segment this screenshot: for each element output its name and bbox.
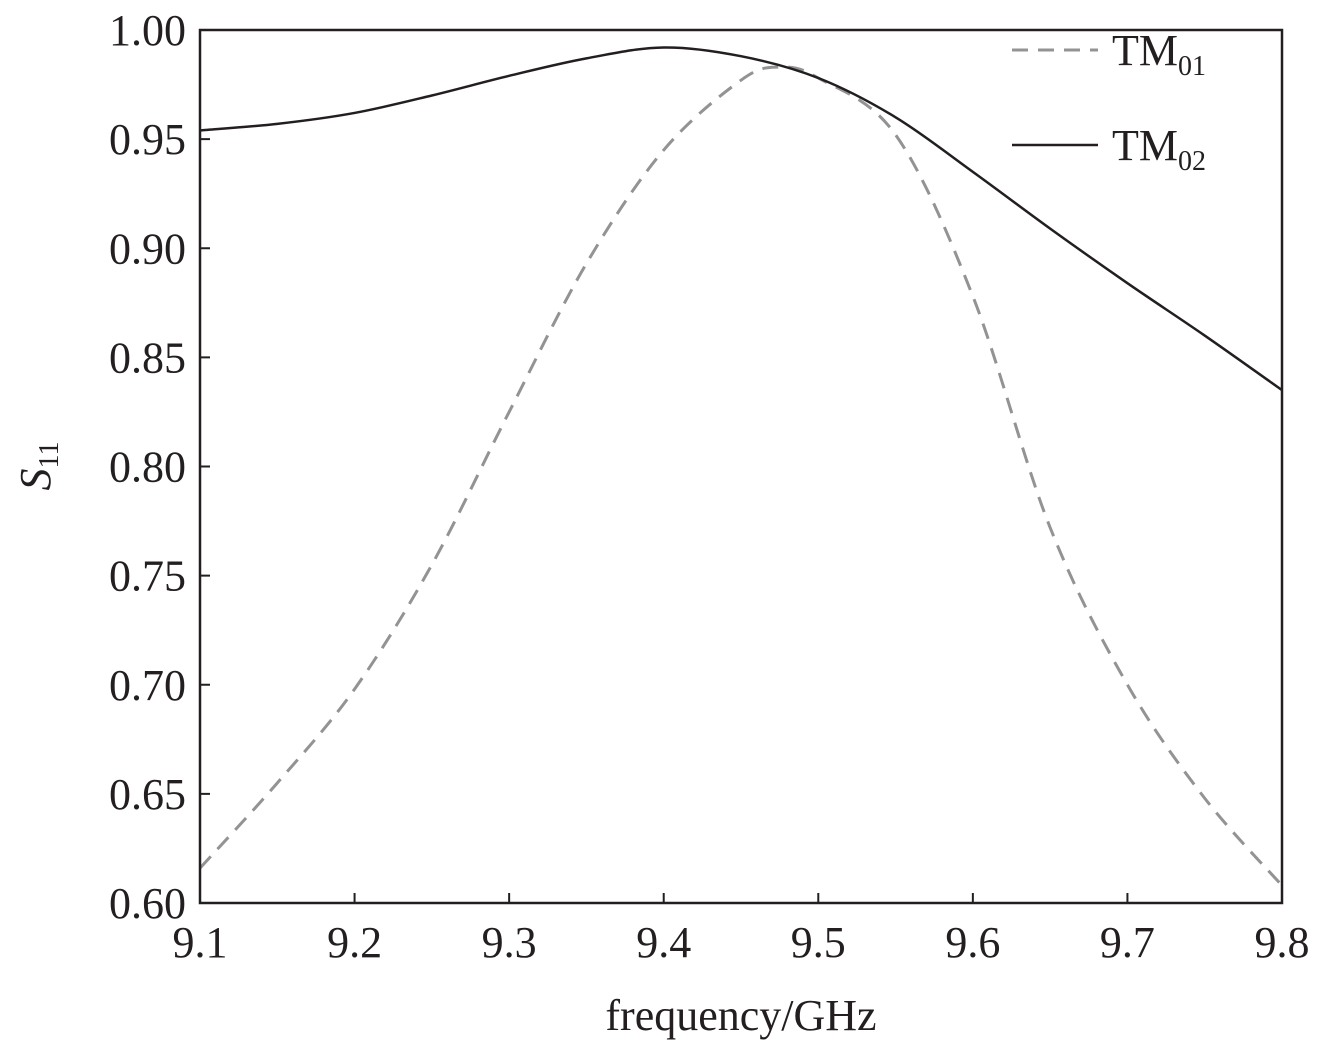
y-tick-label: 0.80 <box>109 443 186 492</box>
legend-label-tm02: TM02 <box>1112 121 1206 177</box>
x-axis-label: frequency/GHz <box>605 991 876 1040</box>
x-tick-label: 9.2 <box>327 918 382 967</box>
x-tick-label: 9.5 <box>791 918 846 967</box>
x-tick-label: 9.4 <box>636 918 691 967</box>
y-tick-label: 0.70 <box>109 661 186 710</box>
x-tick-label: 9.8 <box>1255 918 1310 967</box>
y-axis-label: S11 <box>11 442 65 491</box>
y-tick-label: 0.60 <box>109 879 186 928</box>
y-tick-label: 0.65 <box>109 770 186 819</box>
x-tick-label: 9.1 <box>173 918 228 967</box>
x-tick-label: 9.6 <box>945 918 1000 967</box>
x-tick-label: 9.7 <box>1100 918 1155 967</box>
y-tick-label: 0.85 <box>109 333 186 382</box>
y-tick-label: 0.75 <box>109 552 186 601</box>
x-tick-label: 9.3 <box>482 918 537 967</box>
legend: TM01 TM02 <box>1012 26 1206 177</box>
legend-label-tm01: TM01 <box>1112 26 1206 82</box>
svg-text:S11: S11 <box>11 442 65 491</box>
y-tick-label: 1.00 <box>109 6 186 55</box>
y-tick-label: 0.90 <box>109 224 186 273</box>
y-tick-label: 0.95 <box>109 115 186 164</box>
series-line-tm01 <box>198 65 1284 887</box>
series-line-tm02 <box>199 46 1283 392</box>
